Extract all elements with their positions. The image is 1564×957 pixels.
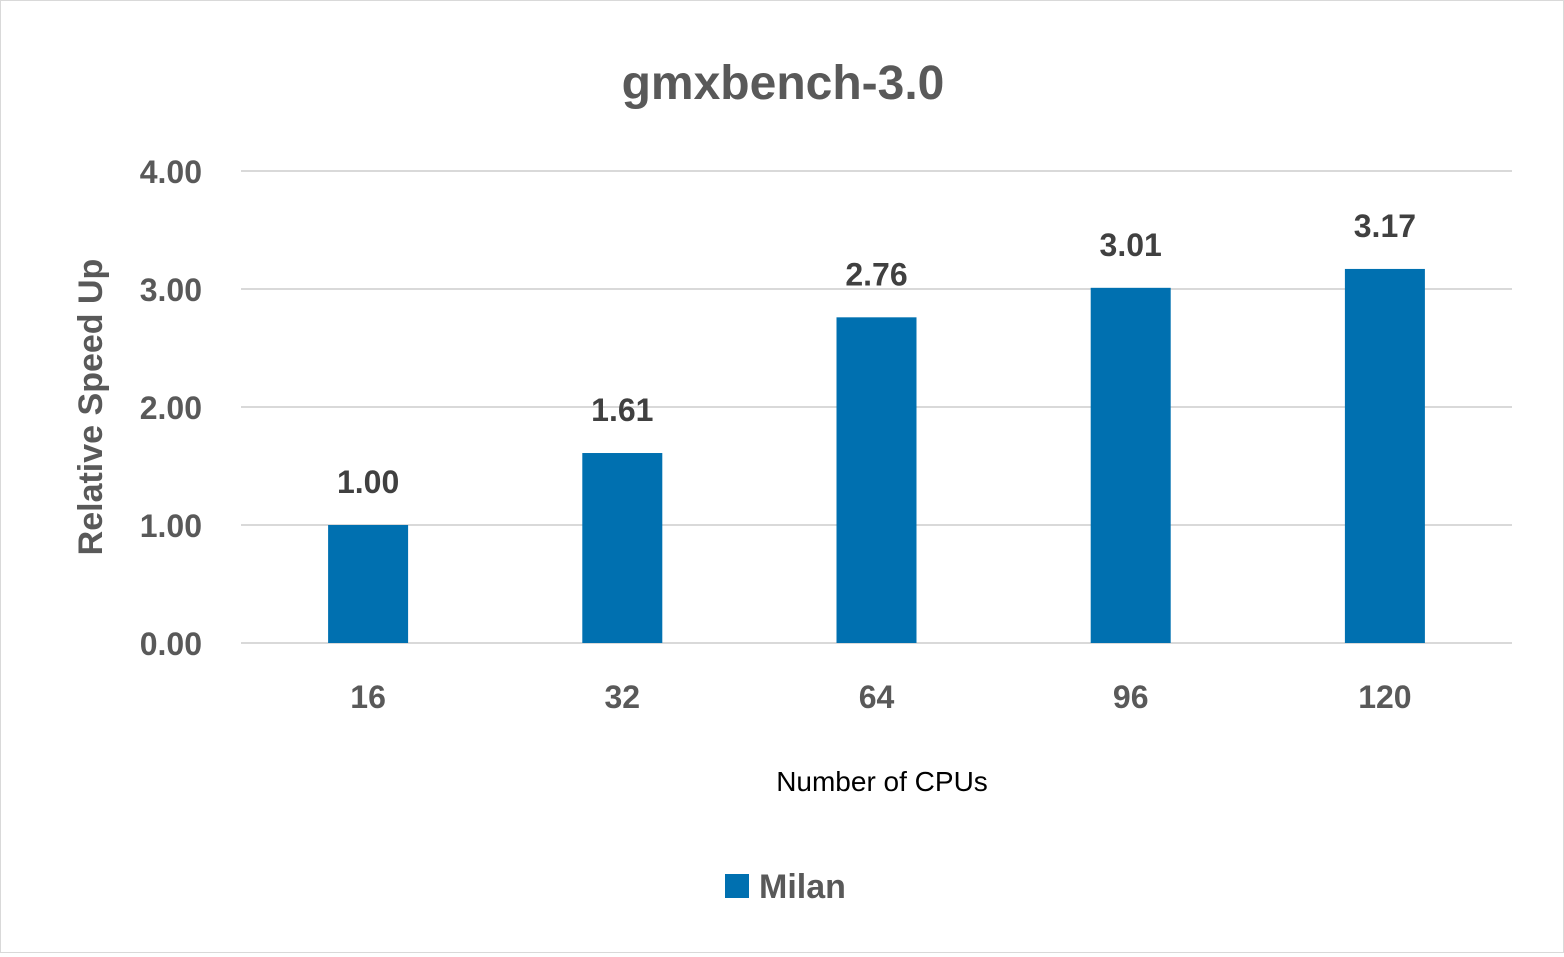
bar-32 (582, 453, 663, 643)
x-tick-label: 16 (350, 679, 386, 715)
y-tick-label: 2.00 (140, 390, 202, 426)
x-axis-label: Number of CPUs (776, 766, 988, 797)
y-tick-label: 0.00 (140, 626, 202, 662)
y-tick-label: 3.00 (140, 272, 202, 308)
x-axis-ticks: 16 32 64 96 120 (350, 679, 1411, 715)
y-tick-label: 4.00 (140, 154, 202, 190)
legend-label-milan: Milan (759, 868, 846, 906)
legend: Milan (725, 868, 846, 906)
bars (328, 268, 1425, 643)
data-label-16: 1.00 (337, 464, 399, 500)
chart-title: gmxbench-3.0 (622, 57, 945, 110)
data-labels: 1.00 1.61 2.76 3.01 3.17 (337, 208, 1416, 500)
data-label-96: 3.01 (1100, 227, 1162, 263)
x-tick-label: 96 (1113, 679, 1149, 715)
legend-swatch-milan (725, 874, 749, 898)
x-tick-label: 32 (605, 679, 641, 715)
x-tick-label: 64 (859, 679, 895, 715)
y-axis-ticks: 0.00 1.00 2.00 3.00 4.00 (140, 154, 202, 662)
bar-96 (1090, 287, 1171, 643)
y-tick-label: 1.00 (140, 508, 202, 544)
data-label-120: 3.17 (1354, 208, 1416, 244)
x-tick-label: 120 (1358, 679, 1411, 715)
data-label-64: 2.76 (845, 256, 907, 292)
y-axis-label: Relative Speed Up (72, 259, 110, 556)
bar-64 (836, 317, 917, 643)
data-label-32: 1.61 (591, 392, 653, 428)
bar-120 (1344, 268, 1425, 643)
bar-16 (328, 525, 409, 643)
